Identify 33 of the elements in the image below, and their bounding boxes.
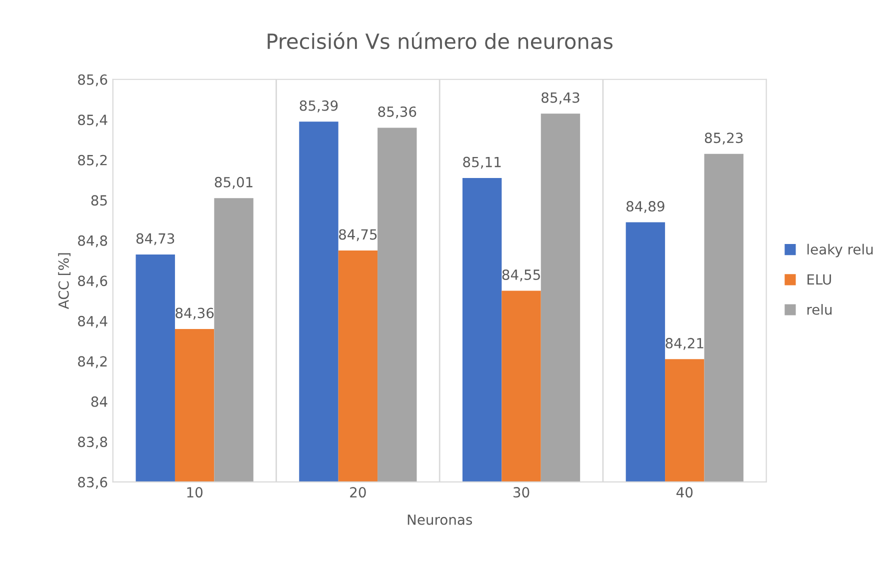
data-label: 85,23 bbox=[704, 132, 743, 145]
data-label: 85,11 bbox=[463, 156, 501, 169]
data-label: 84,21 bbox=[666, 338, 704, 350]
y-axis-title: ACC [%] bbox=[58, 253, 71, 310]
data-label: 85,39 bbox=[300, 100, 338, 112]
y-tick-label: 84,6 bbox=[78, 276, 108, 288]
data-label: 84,89 bbox=[626, 201, 664, 213]
x-tick-label: 30 bbox=[514, 487, 530, 498]
chart-title: Precisión Vs número de neuronas bbox=[268, 32, 613, 50]
data-label: 85,36 bbox=[378, 106, 416, 118]
data-label: 84,75 bbox=[338, 229, 377, 242]
data-label: 84,55 bbox=[502, 269, 540, 282]
x-tick-label: 40 bbox=[676, 487, 693, 498]
y-tick-label: 85,4 bbox=[78, 114, 108, 127]
y-tick-label: 84,8 bbox=[78, 235, 108, 248]
data-label: 85,43 bbox=[542, 92, 580, 104]
legend-label: ELU bbox=[808, 274, 831, 285]
data-label: 84,73 bbox=[136, 233, 174, 246]
x-tick-label: 10 bbox=[187, 487, 202, 498]
y-tick-label: 84,2 bbox=[78, 356, 107, 368]
legend-label: relu bbox=[807, 304, 832, 315]
y-tick-label: 84,4 bbox=[78, 316, 108, 328]
y-tick-label: 85,2 bbox=[78, 154, 107, 167]
x-tick-label: 20 bbox=[350, 487, 366, 498]
data-label: 85,01 bbox=[214, 176, 252, 189]
y-tick-label: 84 bbox=[91, 396, 108, 407]
legend-label: leaky relu bbox=[807, 244, 873, 258]
x-axis-title: Neuronas bbox=[408, 514, 472, 525]
y-tick-label: 85 bbox=[91, 195, 107, 206]
data-label: 84,36 bbox=[176, 308, 214, 320]
y-tick-label: 83,8 bbox=[78, 436, 108, 449]
y-tick-label: 85,6 bbox=[78, 74, 108, 86]
y-tick-label: 83,6 bbox=[78, 476, 108, 489]
